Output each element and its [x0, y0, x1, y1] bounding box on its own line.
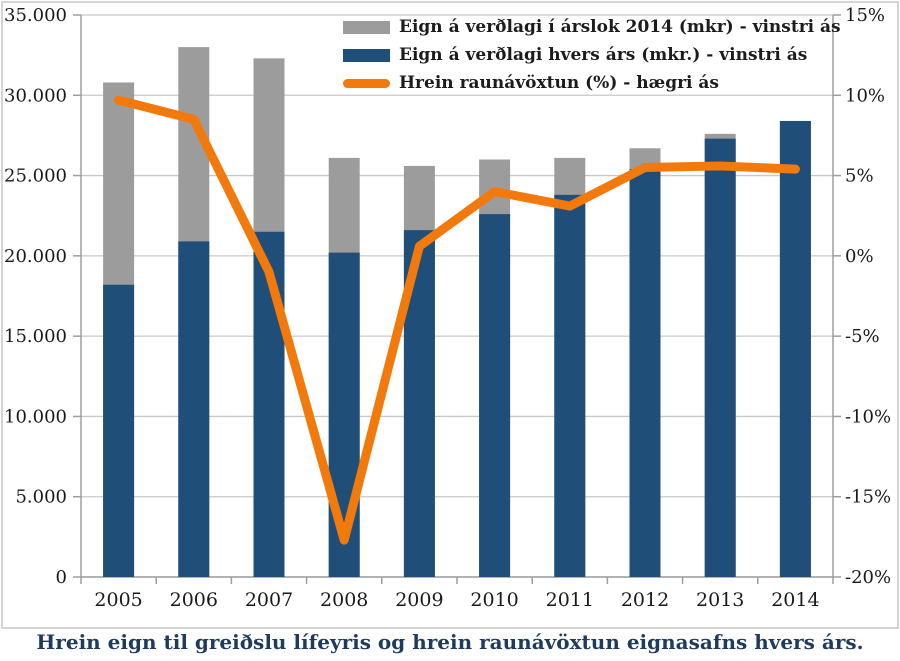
right-axis-tick-label: 15%: [845, 5, 885, 26]
bar-nominal-2013: [704, 138, 736, 577]
right-axis-tick-label: -20%: [845, 567, 891, 588]
x-axis-label-2006: 2006: [170, 589, 218, 611]
left-axis-tick-label: 30.000: [4, 85, 67, 106]
legend-item-return: Hrein raunávöxtun (%) - hægri ás: [343, 72, 841, 95]
bar-nominal-2012: [629, 169, 661, 578]
x-axis-label-2009: 2009: [395, 589, 443, 611]
left-axis-tick-label: 10.000: [4, 406, 67, 427]
left-axis-tick-label: 35.000: [4, 5, 67, 26]
bar-nominal-2010: [479, 214, 511, 577]
bar-nominal-2007: [253, 231, 285, 577]
legend-label-return: Hrein raunávöxtun (%) - hægri ás: [399, 73, 719, 93]
left-axis-tick-label: 5.000: [15, 487, 67, 508]
right-axis-tick-label: 5%: [845, 166, 874, 187]
x-axis-label-2005: 2005: [94, 589, 142, 611]
bar-nominal-2005: [103, 284, 135, 577]
return-line: [114, 95, 800, 545]
x-axis-label-2013: 2013: [696, 589, 744, 611]
left-axis-tick-label: 20.000: [4, 246, 67, 267]
right-axis-tick-label: -5%: [845, 326, 880, 347]
combo-chart: 35.000 15% 30.000 10% 25.000 5% 20.000 0% 15.000…: [4, 5, 891, 611]
x-axis-label-2011: 2011: [546, 589, 594, 611]
x-axis-label-2010: 2010: [470, 589, 518, 611]
bar-nominal-2006: [178, 241, 210, 578]
legend-label-nominal: Eign á verðlagi hvers árs (mkr.) - vinst…: [399, 45, 808, 65]
left-axis-tick-label: 0: [56, 567, 67, 588]
x-axis-label-2012: 2012: [621, 589, 669, 611]
right-axis-tick-label: 0%: [845, 246, 874, 267]
left-axis-tick-label: 25.000: [4, 166, 67, 187]
left-axis-tick-label: 15.000: [4, 326, 67, 347]
legend-item-real2014: Eign á verðlagi í árslok 2014 (mkr) - vi…: [343, 16, 841, 39]
chart-legend: Eign á verðlagi í árslok 2014 (mkr) - vi…: [343, 16, 841, 95]
legend-item-nominal: Eign á verðlagi hvers árs (mkr.) - vinst…: [343, 44, 841, 67]
right-axis-tick-label: 10%: [845, 85, 885, 106]
right-axis-tick-label: -15%: [845, 487, 891, 508]
legend-label-real2014: Eign á verðlagi í árslok 2014 (mkr) - vi…: [399, 17, 841, 37]
x-axis-label-2007: 2007: [245, 589, 293, 611]
legend-swatch-orange-line-icon: [343, 79, 390, 88]
x-axis-label-2008: 2008: [320, 589, 368, 611]
right-axis-tick-label: -10%: [845, 406, 891, 427]
bar-nominal-2014: [779, 120, 811, 577]
legend-swatch-gray-bar-icon: [343, 21, 390, 34]
bar-nominal-2011: [554, 194, 586, 577]
chart-caption: Hrein eign til greiðslu lífeyris og hrei…: [36, 630, 864, 654]
legend-swatch-blue-bar-icon: [343, 49, 390, 62]
x-axis-label-2014: 2014: [771, 589, 819, 611]
